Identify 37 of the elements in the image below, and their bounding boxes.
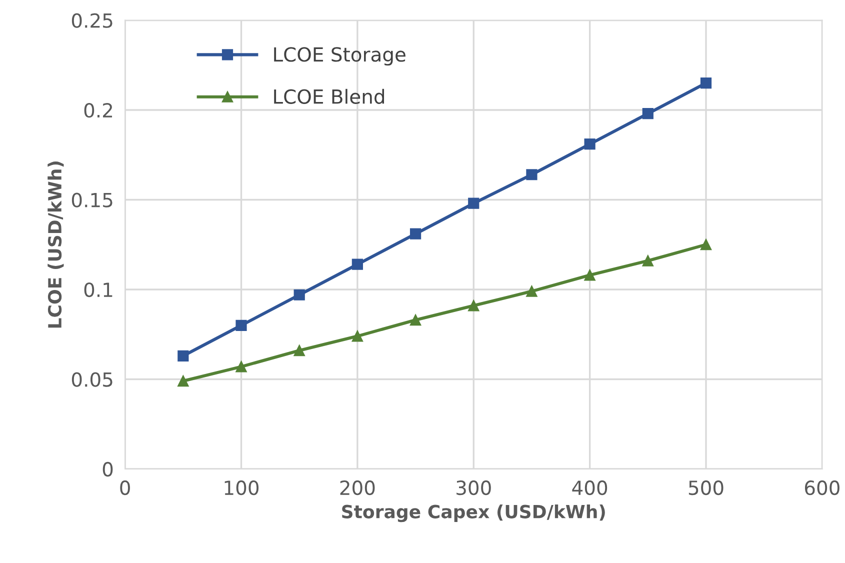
x-tick-label: 100 [224, 480, 259, 496]
legend-label: LCOE Blend [274, 88, 384, 104]
point [178, 350, 189, 362]
point [352, 330, 363, 342]
y-tick-label: 0.05 [72, 372, 112, 387]
x-tick-label: 500 [688, 480, 724, 496]
point [468, 300, 480, 312]
x-tick-label: 200 [340, 480, 375, 496]
legend-label: LCOE Storage [274, 47, 406, 66]
point [352, 258, 363, 270]
x-tick-label: 400 [572, 480, 608, 496]
point [642, 255, 654, 266]
x-axis-title: Storage Capex (USD/kWh) [342, 504, 605, 522]
point [410, 228, 422, 240]
point [236, 320, 247, 331]
point [526, 286, 538, 297]
y-axis-title: LCOE (USD/kWh) [48, 162, 64, 328]
point [410, 314, 422, 326]
point [294, 344, 305, 356]
y-tick-label: 0.15 [72, 192, 112, 208]
point [468, 198, 480, 209]
y-tick-label: 0.1 [84, 282, 112, 298]
y-tick-label: 0 [102, 462, 113, 477]
y-tick-label: 0.25 [72, 13, 112, 28]
x-tick-label: 0 [120, 480, 130, 496]
point [294, 289, 305, 300]
point [178, 375, 189, 387]
x-tick-label: 300 [456, 480, 491, 496]
y-tick-label: 0.2 [84, 102, 112, 118]
point [642, 108, 654, 120]
point [526, 169, 538, 180]
point [236, 361, 247, 372]
point [584, 138, 596, 150]
point [700, 239, 712, 250]
point [584, 270, 596, 281]
point [700, 78, 712, 89]
x-tick-label: 600 [804, 480, 840, 496]
